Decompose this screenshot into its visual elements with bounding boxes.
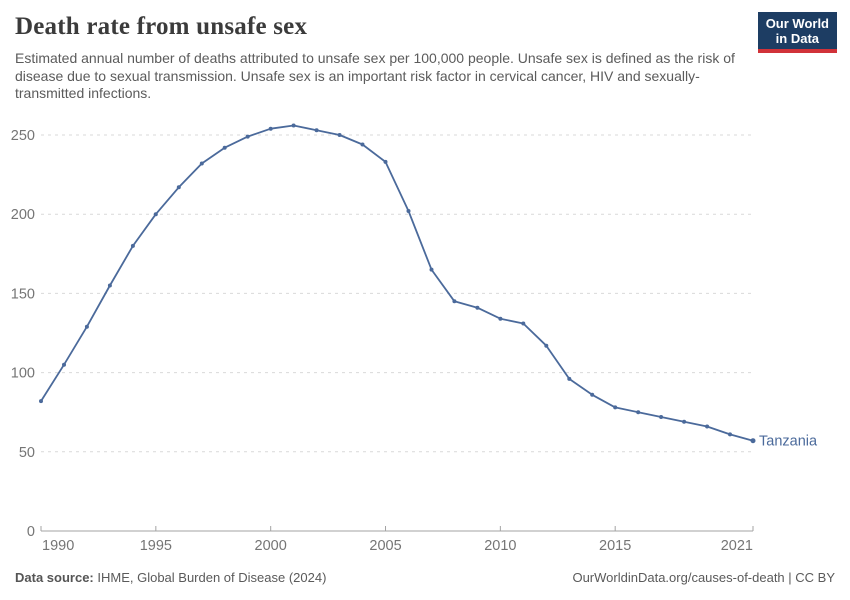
x-tick-label: 1995	[140, 538, 172, 554]
data-point[interactable]	[682, 419, 687, 424]
data-point[interactable]	[613, 405, 618, 410]
data-point[interactable]	[314, 128, 319, 133]
data-point[interactable]	[107, 283, 112, 288]
x-tick-label: 2010	[484, 538, 516, 554]
y-tick-label: 250	[11, 128, 35, 144]
data-source-label: Data source:	[15, 570, 94, 585]
y-tick-label: 200	[11, 207, 35, 223]
license-link[interactable]: OurWorldinData.org/causes-of-death | CC …	[572, 570, 835, 585]
data-point[interactable]	[429, 267, 434, 272]
data-point[interactable]	[705, 424, 710, 429]
data-line[interactable]	[40, 124, 754, 442]
x-tick-label: 2000	[255, 538, 287, 554]
y-tick-label: 150	[11, 286, 35, 302]
data-point[interactable]	[84, 324, 89, 329]
data-point[interactable]	[383, 159, 388, 164]
x-tick-label: 2005	[369, 538, 401, 554]
data-source-text: IHME, Global Burden of Disease (2024)	[93, 570, 327, 585]
data-source-note: Data source: IHME, Global Burden of Dise…	[15, 570, 326, 585]
owid-logo-line1: Our World	[765, 16, 829, 31]
y-tick-label: 100	[11, 366, 35, 382]
data-point[interactable]	[498, 316, 503, 321]
chart-header: Death rate from unsafe sex Estimated ann…	[15, 13, 835, 103]
data-point[interactable]	[475, 305, 480, 310]
entity-label[interactable]: Tanzania	[759, 434, 818, 450]
data-point[interactable]	[659, 415, 664, 419]
data-point[interactable]	[130, 243, 135, 248]
y-tick-label: 50	[19, 445, 35, 461]
x-tick-label: 2015	[599, 538, 631, 554]
data-point[interactable]	[39, 399, 43, 404]
data-point[interactable]	[544, 343, 549, 348]
owid-logo-line2: in Data	[775, 31, 820, 46]
data-point[interactable]	[590, 392, 595, 397]
chart-subtitle: Estimated annual number of deaths attrib…	[15, 50, 735, 101]
data-point[interactable]	[636, 410, 641, 415]
data-point[interactable]	[199, 161, 204, 166]
chart-footer: Data source: IHME, Global Burden of Dise…	[15, 570, 835, 585]
data-point[interactable]	[153, 212, 158, 217]
data-point[interactable]	[268, 126, 273, 131]
owid-logo[interactable]: Our World in Data	[757, 12, 837, 53]
data-point[interactable]	[245, 134, 250, 139]
data-point[interactable]	[176, 185, 181, 190]
data-point[interactable]	[222, 145, 227, 150]
data-point[interactable]	[62, 362, 66, 367]
x-tick-label: 2021	[721, 538, 753, 554]
data-point[interactable]	[406, 209, 411, 213]
data-point[interactable]	[728, 432, 732, 437]
page-title: Death rate from unsafe sex	[15, 13, 308, 40]
data-point[interactable]	[291, 123, 296, 128]
y-tick-label: 0	[27, 524, 35, 540]
data-point[interactable]	[360, 142, 365, 147]
data-point[interactable]	[452, 299, 457, 304]
data-point[interactable]	[567, 376, 572, 381]
data-point[interactable]	[750, 438, 756, 444]
x-tick-label: 1990	[42, 538, 74, 554]
data-point[interactable]	[337, 133, 342, 137]
data-point[interactable]	[521, 321, 526, 326]
